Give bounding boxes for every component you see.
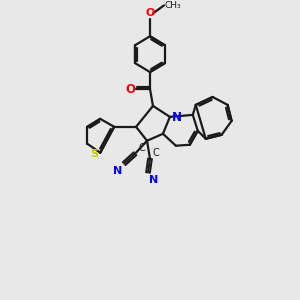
Text: CH₃: CH₃: [165, 1, 181, 10]
Text: C: C: [138, 143, 145, 153]
Text: N: N: [172, 111, 182, 124]
Text: O: O: [125, 83, 135, 96]
Text: N: N: [113, 166, 122, 176]
Text: O: O: [145, 8, 155, 18]
Text: N: N: [149, 175, 158, 184]
Text: C: C: [153, 148, 160, 158]
Text: S: S: [90, 149, 98, 159]
